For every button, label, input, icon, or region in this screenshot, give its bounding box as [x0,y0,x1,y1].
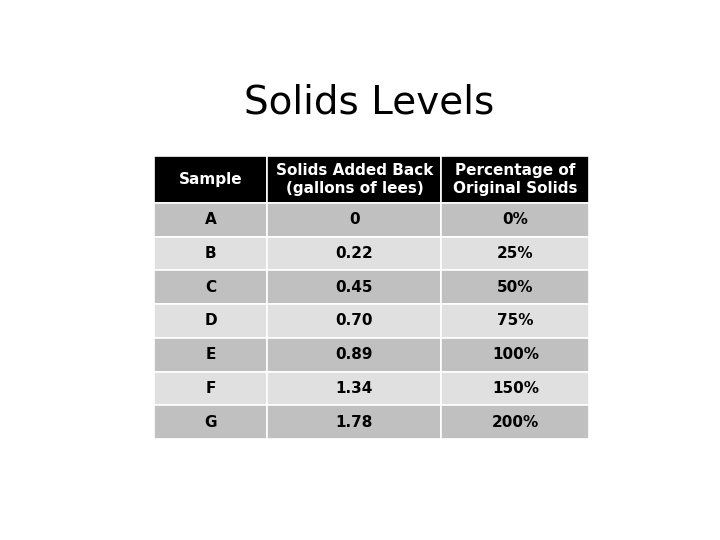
Text: 0.22: 0.22 [336,246,373,261]
Bar [267,271,441,304]
Bar [267,237,441,271]
Bar [154,237,267,271]
Bar [441,203,590,237]
Text: 150%: 150% [492,381,539,396]
Bar [267,406,441,439]
Bar [154,156,267,203]
Text: 0.70: 0.70 [336,314,373,328]
Bar [154,338,267,372]
Text: C: C [205,280,216,295]
Text: Sample: Sample [179,172,243,187]
Text: 1.78: 1.78 [336,415,373,430]
Bar [154,372,267,406]
Bar [154,203,267,237]
Text: 0%: 0% [503,212,528,227]
Text: D: D [204,314,217,328]
Bar [441,271,590,304]
Bar [441,156,590,203]
Bar [154,271,267,304]
Bar [441,406,590,439]
Text: 0.45: 0.45 [336,280,373,295]
Bar [441,237,590,271]
Text: G: G [204,415,217,430]
Text: Solids Added Back
(gallons of lees): Solids Added Back (gallons of lees) [276,163,433,197]
Text: B: B [205,246,217,261]
Text: 100%: 100% [492,347,539,362]
Bar [267,203,441,237]
Bar [267,304,441,338]
Bar [441,338,590,372]
Text: 200%: 200% [492,415,539,430]
Bar [154,304,267,338]
Text: 0.89: 0.89 [336,347,373,362]
Bar [441,304,590,338]
Text: 0: 0 [349,212,360,227]
Bar [154,406,267,439]
Text: Percentage of
Original Solids: Percentage of Original Solids [453,163,577,197]
Text: Solids Levels: Solids Levels [244,83,494,121]
Bar [441,372,590,406]
Text: 25%: 25% [497,246,534,261]
Text: E: E [206,347,216,362]
Bar [267,156,441,203]
Text: F: F [206,381,216,396]
Text: A: A [205,212,217,227]
Text: 50%: 50% [498,280,534,295]
Bar [267,338,441,372]
Text: 1.34: 1.34 [336,381,373,396]
Bar [267,372,441,406]
Text: 75%: 75% [498,314,534,328]
